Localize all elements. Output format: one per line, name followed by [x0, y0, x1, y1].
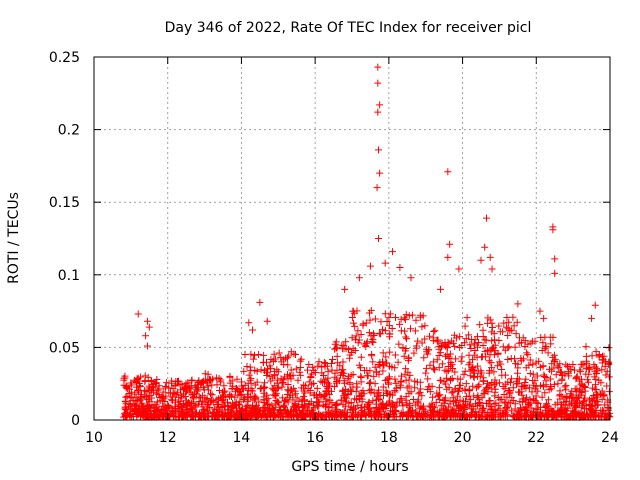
x-tick-labels: 10 12 14 16 18 20 22 24	[85, 430, 619, 446]
data-point	[436, 285, 444, 293]
data-point	[444, 253, 452, 261]
data-point	[591, 301, 599, 309]
data-point	[444, 168, 452, 176]
x-tick-label: 18	[380, 430, 398, 446]
y-tick-label: 0.05	[49, 340, 80, 356]
y-tick-label: 0.15	[49, 195, 80, 211]
data-point	[373, 184, 381, 192]
x-tick-label: 16	[306, 430, 324, 446]
data-point	[486, 253, 494, 261]
data-point	[375, 146, 383, 154]
data-point	[446, 240, 454, 248]
data-point	[143, 317, 151, 325]
data-point	[341, 285, 349, 293]
data-point	[407, 274, 415, 282]
data-point	[536, 307, 544, 315]
y-tick-label: 0	[71, 413, 80, 429]
data-point	[263, 317, 271, 325]
data-point	[455, 265, 463, 273]
data-point	[248, 326, 256, 334]
data-point	[245, 319, 253, 327]
x-tick-label: 24	[601, 430, 619, 446]
data-point	[481, 243, 489, 251]
x-tick-label: 12	[159, 430, 177, 446]
data-point	[145, 323, 153, 331]
data-point	[549, 226, 557, 234]
data-point	[540, 314, 548, 322]
data-point	[477, 256, 485, 264]
data-point	[355, 274, 363, 282]
data-point	[134, 310, 142, 318]
data-point	[256, 298, 264, 306]
x-tick-label: 14	[233, 430, 251, 446]
data-point	[514, 300, 522, 308]
data-point	[588, 314, 596, 322]
data-points	[134, 63, 599, 350]
y-axis-label: ROTI / TECUs	[6, 192, 22, 284]
data-point	[551, 255, 559, 263]
plot-frame	[93, 56, 611, 421]
data-point	[142, 332, 150, 340]
y-tick-label: 0.1	[58, 268, 80, 284]
background-points	[120, 306, 614, 421]
chart-title: Day 346 of 2022, Rate Of TEC Index for r…	[165, 20, 532, 36]
data-point	[375, 235, 383, 242]
data-point	[389, 248, 397, 256]
grid-layer	[94, 57, 610, 420]
x-tick-label: 10	[85, 430, 103, 446]
data-point	[374, 79, 382, 87]
data-point	[396, 264, 404, 272]
y-tick-label: 0.25	[49, 50, 80, 66]
tick-marks	[93, 56, 611, 421]
data-point	[488, 265, 496, 273]
x-tick-label: 22	[527, 430, 545, 446]
data-point	[366, 262, 374, 270]
data-point	[374, 63, 382, 71]
data-point	[143, 342, 151, 350]
data-point	[376, 169, 384, 177]
y-tick-label: 0.2	[58, 123, 80, 139]
data-point	[376, 101, 384, 109]
data-point	[374, 108, 382, 116]
x-tick-label: 20	[454, 430, 472, 446]
y-tick-labels: 0 0.05 0.1 0.15 0.2 0.25	[49, 50, 80, 429]
x-axis-label: GPS time / hours	[291, 459, 408, 475]
data-point	[551, 269, 559, 277]
point-cloud	[120, 306, 614, 421]
data-point	[483, 214, 491, 222]
data-point	[381, 259, 389, 267]
